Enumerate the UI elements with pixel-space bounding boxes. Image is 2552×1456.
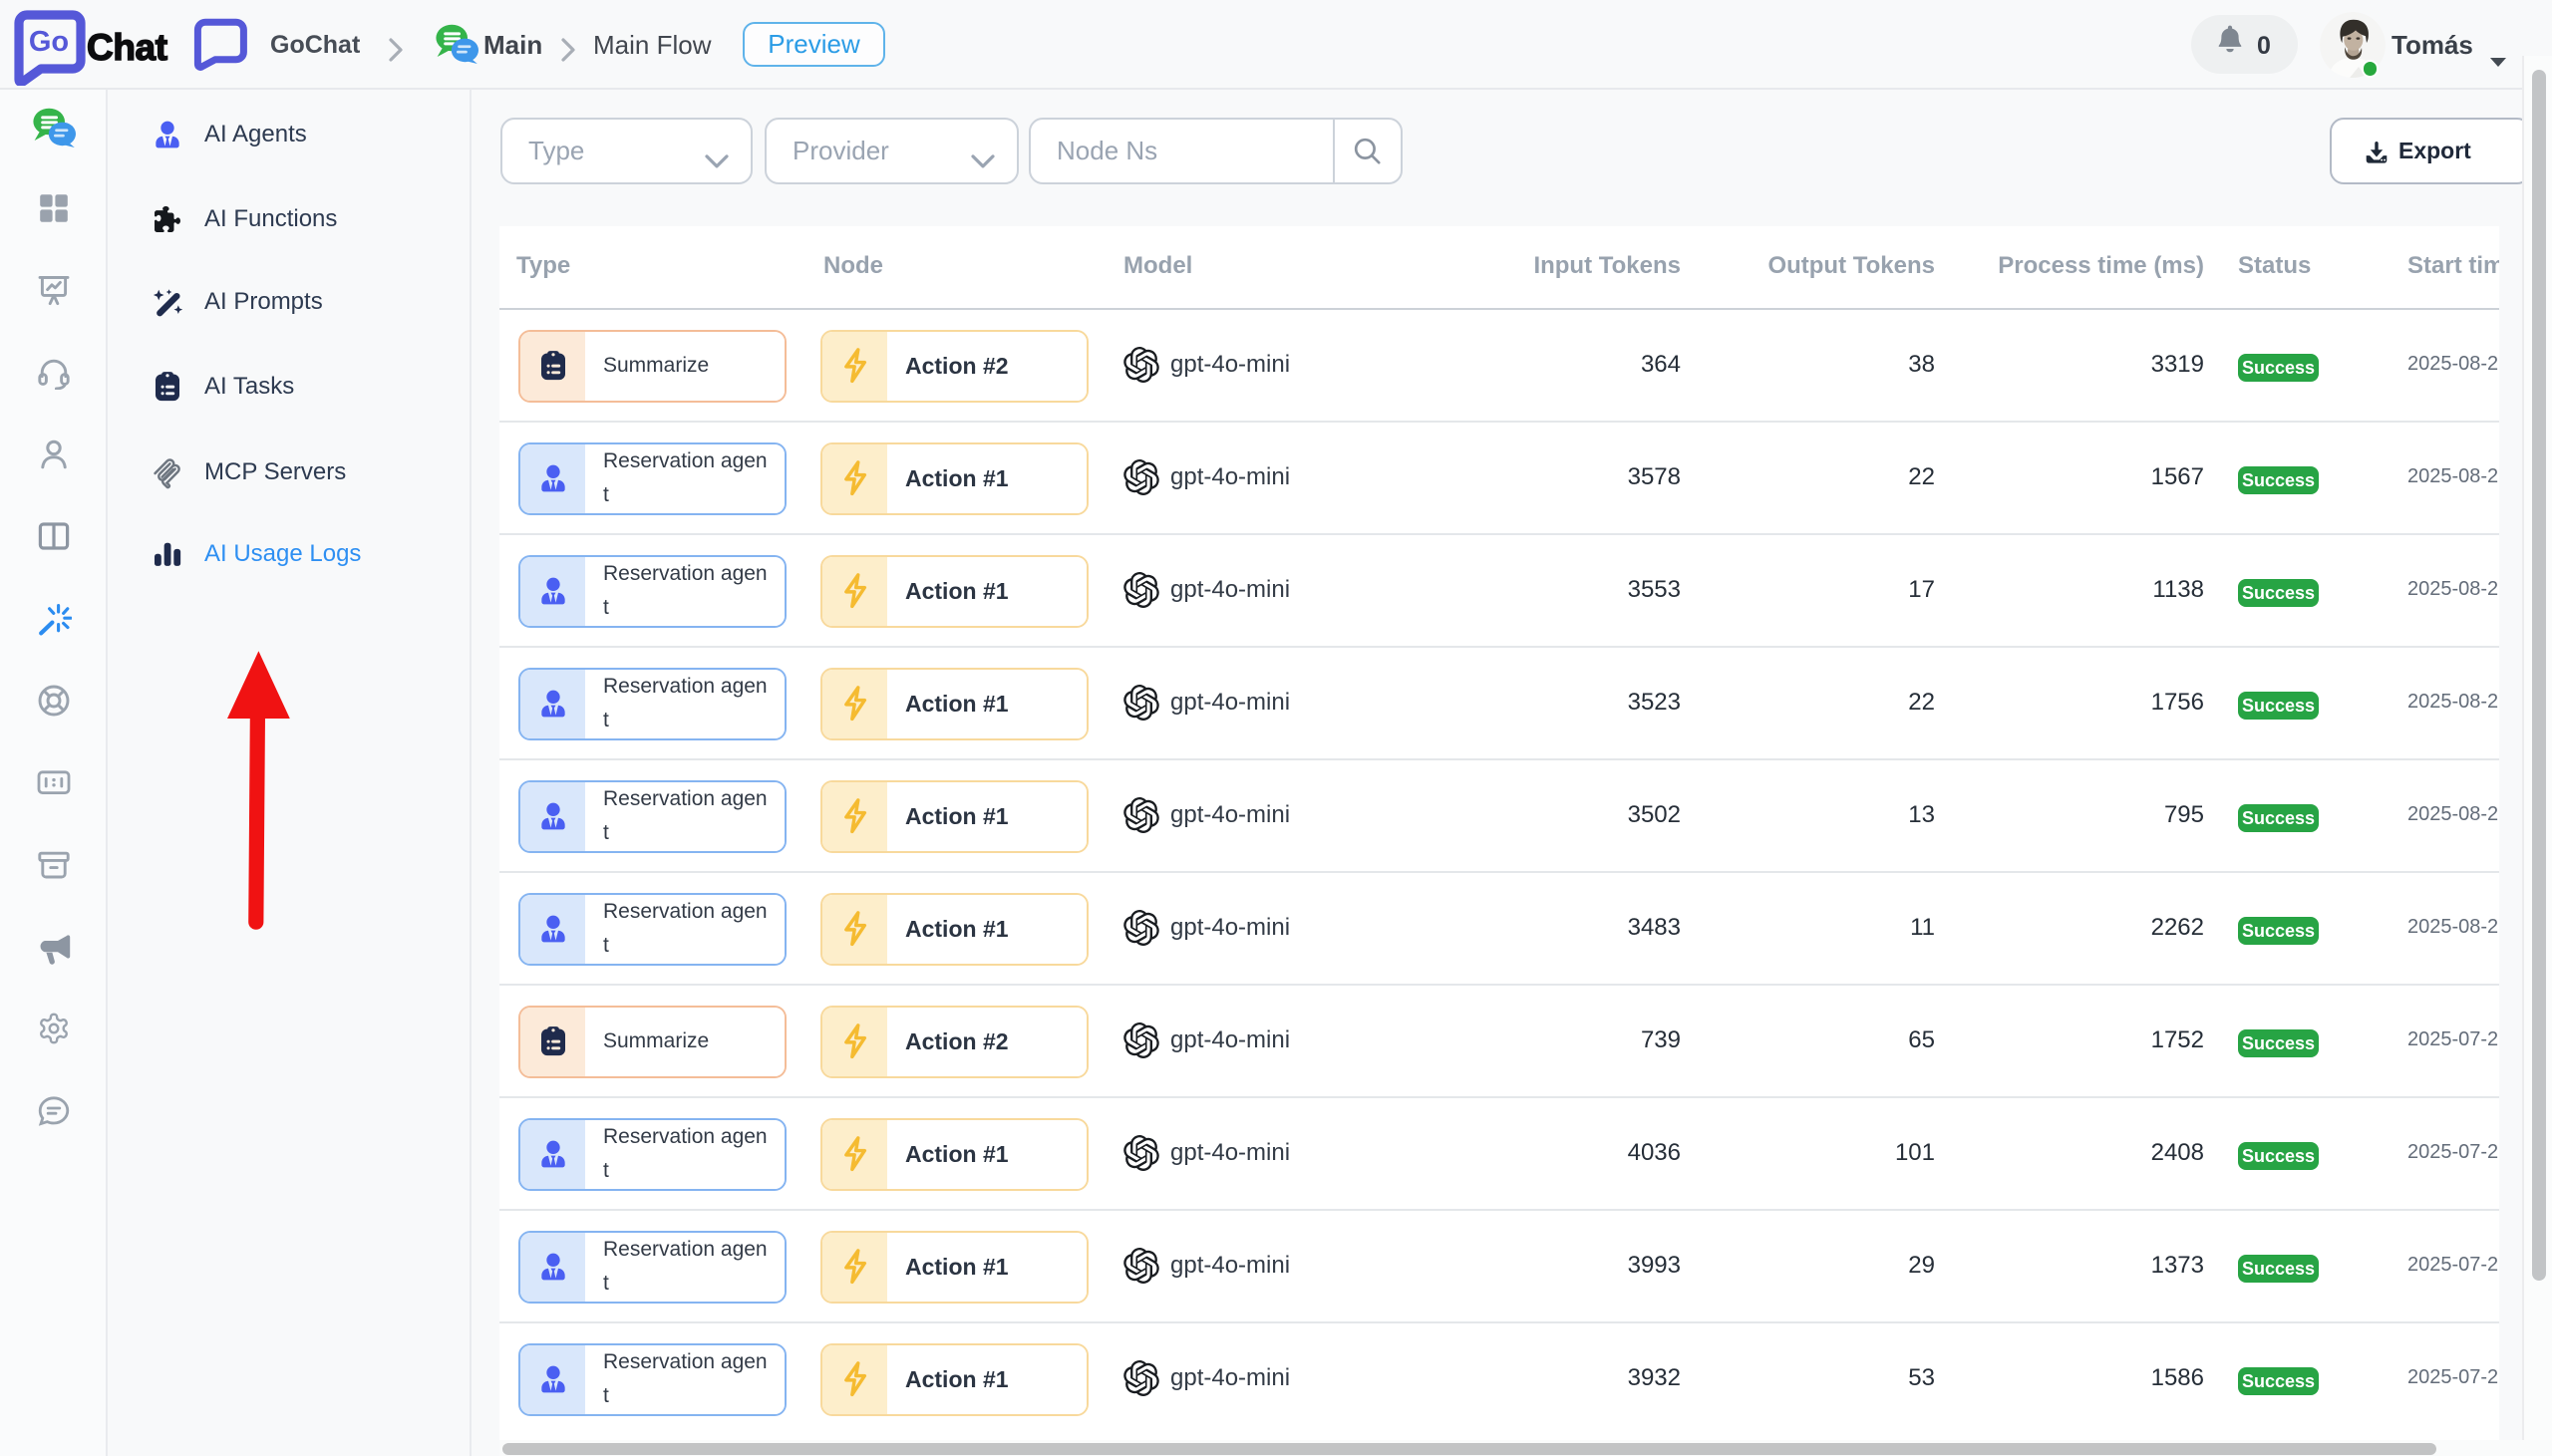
svg-text:Go: Go	[29, 26, 69, 58]
